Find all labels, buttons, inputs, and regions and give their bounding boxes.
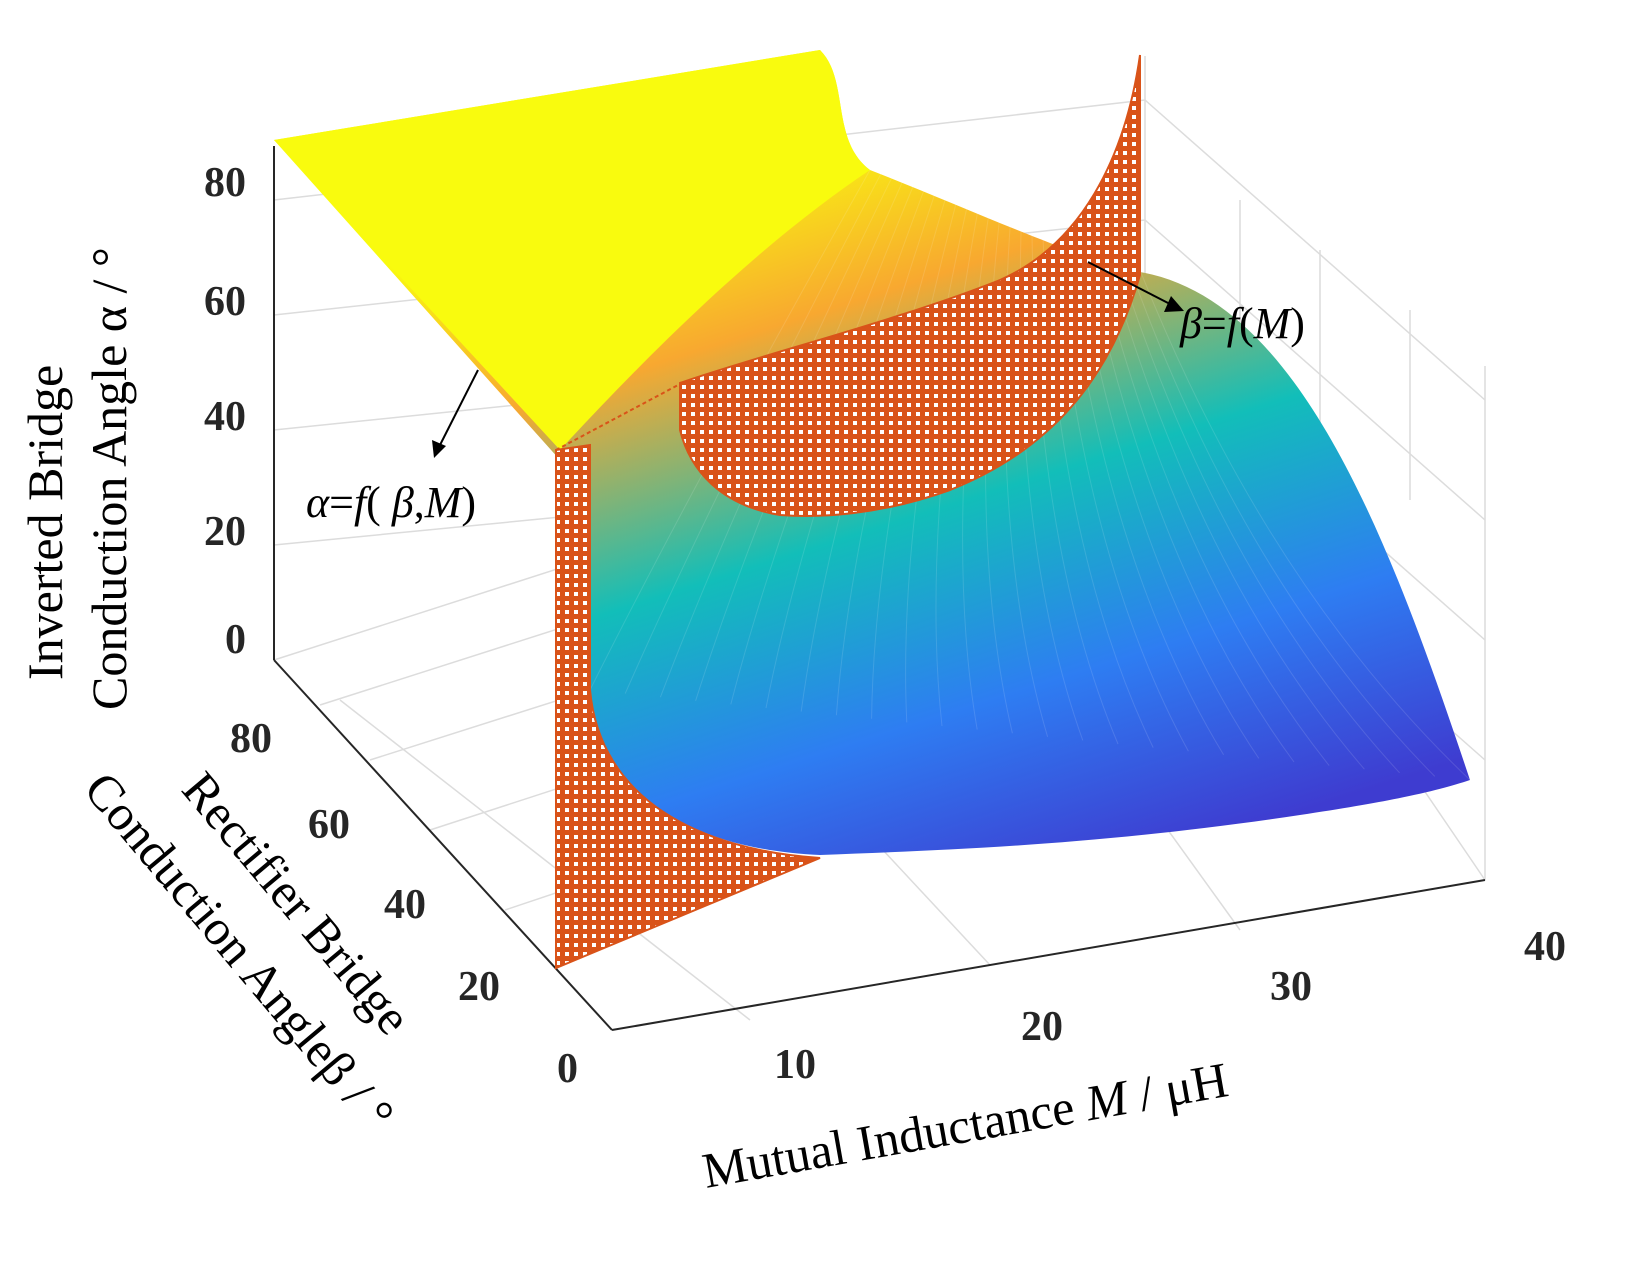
x-label-part-3: / μH <box>1122 1051 1232 1124</box>
alpha-arrowhead <box>432 440 446 458</box>
y-tick-label: 80 <box>230 716 272 762</box>
annotation-arrows <box>432 261 1184 458</box>
y-tick-label: 40 <box>384 882 426 928</box>
z-axis-ticks: 80 60 40 20 0 <box>204 160 246 663</box>
mesh-line <box>1117 261 1400 774</box>
x-tick-label: 40 <box>1524 924 1566 970</box>
z-axis-label: Inverted Bridge Conduction Angle α / ° <box>17 247 137 710</box>
alpha-arrow <box>439 369 479 446</box>
annot-alpha-m: M <box>424 478 464 527</box>
mesh-line <box>1096 253 1330 766</box>
annot-alpha-sym: α <box>306 478 330 527</box>
x-tick-label: 30 <box>1270 964 1312 1010</box>
annot-beta-close: ) <box>1290 299 1305 348</box>
grid-line <box>1144 99 1486 401</box>
annotation-beta: β=f(M) <box>1179 299 1305 348</box>
mesh-line <box>1139 269 1471 781</box>
z-tick-label: 0 <box>225 617 246 663</box>
annot-alpha-eq: = <box>329 478 354 527</box>
z-axis-label-line-1: Inverted Bridge <box>17 365 73 680</box>
curtain-right-wall <box>679 54 1141 517</box>
grid-line <box>339 699 751 1021</box>
curtain-left-wall <box>555 443 821 970</box>
beta-boundary-curtain <box>555 54 1141 970</box>
x-label-part-1: Mutual Inductance <box>698 1076 1091 1199</box>
x-axis-line <box>611 879 1486 1031</box>
x-axis-ticks: 10 20 30 40 <box>774 924 1566 1088</box>
annot-beta-open: ( <box>1239 299 1254 348</box>
z-tick-label: 20 <box>204 509 246 555</box>
z-tick-label: 60 <box>204 279 246 325</box>
beta-arrow <box>1087 261 1171 305</box>
y-tick-label: 60 <box>308 802 350 848</box>
y-tick-label: 0 <box>557 1046 578 1092</box>
curtain-top-edge <box>555 383 681 451</box>
y-axis-ticks: 80 60 40 20 0 <box>230 716 578 1092</box>
annot-alpha-close: ) <box>461 478 476 527</box>
z-tick-label: 40 <box>204 394 246 440</box>
annot-beta-sym: β <box>1179 299 1202 348</box>
annotation-alpha: α=f( β,M) <box>306 478 476 527</box>
y-tick-label: 20 <box>458 964 500 1010</box>
mesh-line <box>1128 265 1436 777</box>
beta-arrowhead <box>1164 296 1184 312</box>
mesh-line <box>1107 257 1365 770</box>
x-tick-label: 10 <box>774 1042 816 1088</box>
x-tick-label: 20 <box>1021 1004 1063 1050</box>
annot-alpha-comma: , <box>414 478 425 527</box>
annot-beta-eq: = <box>1202 299 1227 348</box>
surface-ridge-highlight <box>274 50 870 450</box>
annot-alpha-open: ( <box>366 478 392 527</box>
grid-line <box>1144 219 1486 521</box>
annot-alpha-beta: β <box>391 478 414 527</box>
z-axis-label-line-2: Conduction Angle α / ° <box>81 247 137 710</box>
annot-beta-m: M <box>1253 299 1293 348</box>
z-tick-label: 80 <box>204 160 246 206</box>
